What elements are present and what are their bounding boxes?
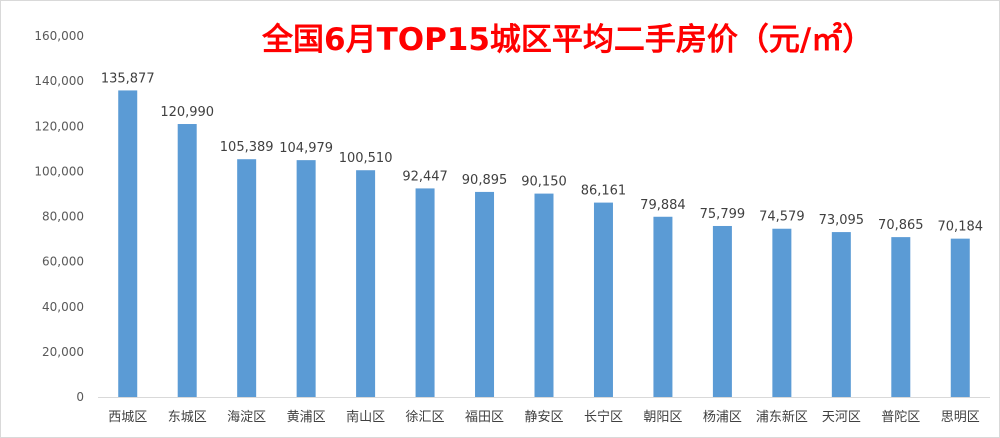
data-label: 79,884 xyxy=(640,198,686,213)
x-tick-label: 天河区 xyxy=(822,410,861,425)
data-label: 90,895 xyxy=(462,173,508,188)
x-tick-label: 浦东新区 xyxy=(756,409,808,425)
bar xyxy=(177,124,197,398)
data-label: 74,579 xyxy=(759,210,805,225)
data-label: 90,150 xyxy=(521,175,567,190)
x-tick-label: 静安区 xyxy=(524,410,563,425)
bar xyxy=(891,237,911,397)
y-tick-label: 40,000 xyxy=(42,300,84,314)
x-tick-label: 黄浦区 xyxy=(287,410,326,425)
y-tick-label: 60,000 xyxy=(42,255,84,269)
y-tick-label: 160,000 xyxy=(34,29,84,43)
x-tick-label: 徐汇区 xyxy=(406,410,445,425)
data-label: 135,877 xyxy=(101,71,155,86)
x-axis: 西城区 东城区 海淀区 黄浦区 南山区 徐汇区 福田区 静安区 长宁区 朝阳区 杨浦区 浦东新区 天河区… xyxy=(98,397,990,425)
data-label: 105,389 xyxy=(220,140,274,155)
data-labels: 135,877 120,990 105,389 104,979 100,510 92,44… xyxy=(101,71,983,234)
x-tick-label: 海淀区 xyxy=(227,410,266,425)
bar xyxy=(296,160,316,397)
bar xyxy=(118,90,138,397)
x-tick-label: 朝阳区 xyxy=(643,410,682,425)
bar xyxy=(950,238,970,397)
data-label: 75,799 xyxy=(700,207,746,222)
bar xyxy=(772,228,792,397)
bar xyxy=(415,188,435,397)
y-tick-label: 140,000 xyxy=(34,74,84,88)
x-tick-label: 长宁区 xyxy=(584,409,623,425)
y-tick-label: 120,000 xyxy=(34,119,84,133)
bar xyxy=(593,202,613,397)
data-label: 70,865 xyxy=(878,218,924,233)
data-label: 104,979 xyxy=(279,141,333,156)
data-label: 92,447 xyxy=(402,169,448,184)
bar xyxy=(356,170,376,397)
chart-title: 全国6月TOP15城区平均二手房价（元/㎡） xyxy=(262,22,874,58)
bar xyxy=(475,191,495,397)
y-tick-label: 80,000 xyxy=(42,210,84,224)
x-tick-label: 杨浦区 xyxy=(703,410,742,425)
data-label: 86,161 xyxy=(581,184,627,199)
bar xyxy=(534,193,554,397)
data-label: 100,510 xyxy=(339,151,393,166)
x-tick-label: 福田区 xyxy=(465,410,504,425)
data-label: 73,095 xyxy=(819,213,865,228)
x-tick-label: 思明区 xyxy=(941,410,980,425)
bars xyxy=(118,90,970,398)
y-axis: 0 20,000 40,000 60,000 80,000 100,000 120,000 1… xyxy=(34,29,84,404)
y-tick-label: 20,000 xyxy=(42,345,84,359)
y-tick-label: 0 xyxy=(76,390,84,404)
x-tick-label: 西城区 xyxy=(108,410,147,425)
x-tick-label: 南山区 xyxy=(346,409,385,425)
bar xyxy=(237,159,257,397)
data-label: 70,184 xyxy=(938,220,984,235)
x-tick-label: 普陀区 xyxy=(881,409,920,425)
bar xyxy=(653,216,673,397)
bar xyxy=(831,232,851,397)
y-tick-label: 100,000 xyxy=(34,164,84,178)
data-label: 120,990 xyxy=(160,105,214,120)
x-tick-label: 东城区 xyxy=(168,410,207,425)
bar xyxy=(712,225,732,397)
